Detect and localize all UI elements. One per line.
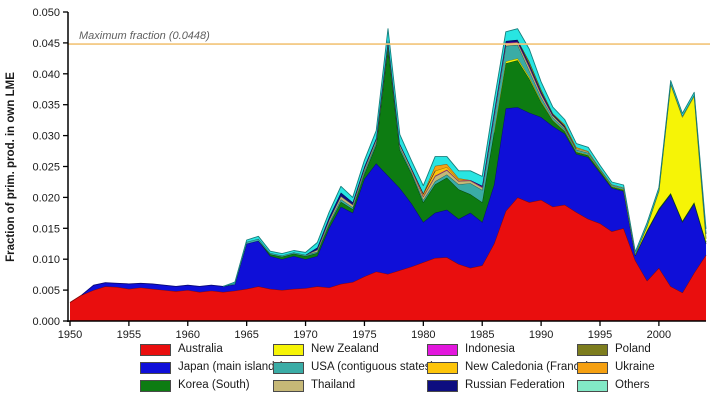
x-tick-label: 1980 — [411, 329, 435, 341]
x-tick-label: 1960 — [176, 329, 200, 341]
y-tick-label: 0.025 — [32, 162, 60, 174]
area-russian-federation — [305, 39, 436, 255]
x-tick-label: 1965 — [234, 329, 258, 341]
y-tick-label: 0.040 — [32, 69, 60, 81]
axes: 0.000 0.005 0.010 0.015 0.020 0.025 0.030 0.035… — [32, 7, 706, 341]
y-tick-label: 0.035 — [32, 100, 60, 112]
y-tick-label: 0.015 — [32, 223, 60, 235]
y-tick-label: 0.000 — [32, 316, 60, 328]
max-fraction-label: Maximum fraction (0.0448) — [79, 30, 210, 42]
x-tick-label: 1985 — [470, 329, 494, 341]
y-tick-label: 0.020 — [32, 192, 60, 204]
y-tick-label: 0.005 — [32, 285, 60, 297]
area-new-zealand — [494, 58, 706, 255]
area-australia — [70, 197, 706, 321]
y-tick-label: 0.010 — [32, 254, 60, 266]
stacked-areas — [69, 28, 707, 321]
area-korea-south — [258, 47, 706, 260]
x-tick-label: 1970 — [293, 329, 317, 341]
x-tick-label: 1995 — [588, 329, 612, 341]
y-axis-title: Fraction of prim. prod. in own LME — [5, 72, 17, 262]
x-tick-label: 1975 — [352, 329, 376, 341]
y-tick-label: 0.030 — [32, 131, 60, 143]
x-tick-label: 2000 — [647, 329, 671, 341]
y-tick-label: 0.050 — [32, 7, 60, 19]
y-tick-label: 0.045 — [32, 38, 60, 50]
area-japan-main-islands — [81, 107, 707, 295]
x-tick-label: 1950 — [58, 329, 82, 341]
x-tick-label: 1990 — [529, 329, 553, 341]
area-edge-others — [222, 28, 707, 287]
x-tick-label: 1955 — [117, 329, 141, 341]
area-edge-new-caledonia-france — [411, 166, 471, 195]
